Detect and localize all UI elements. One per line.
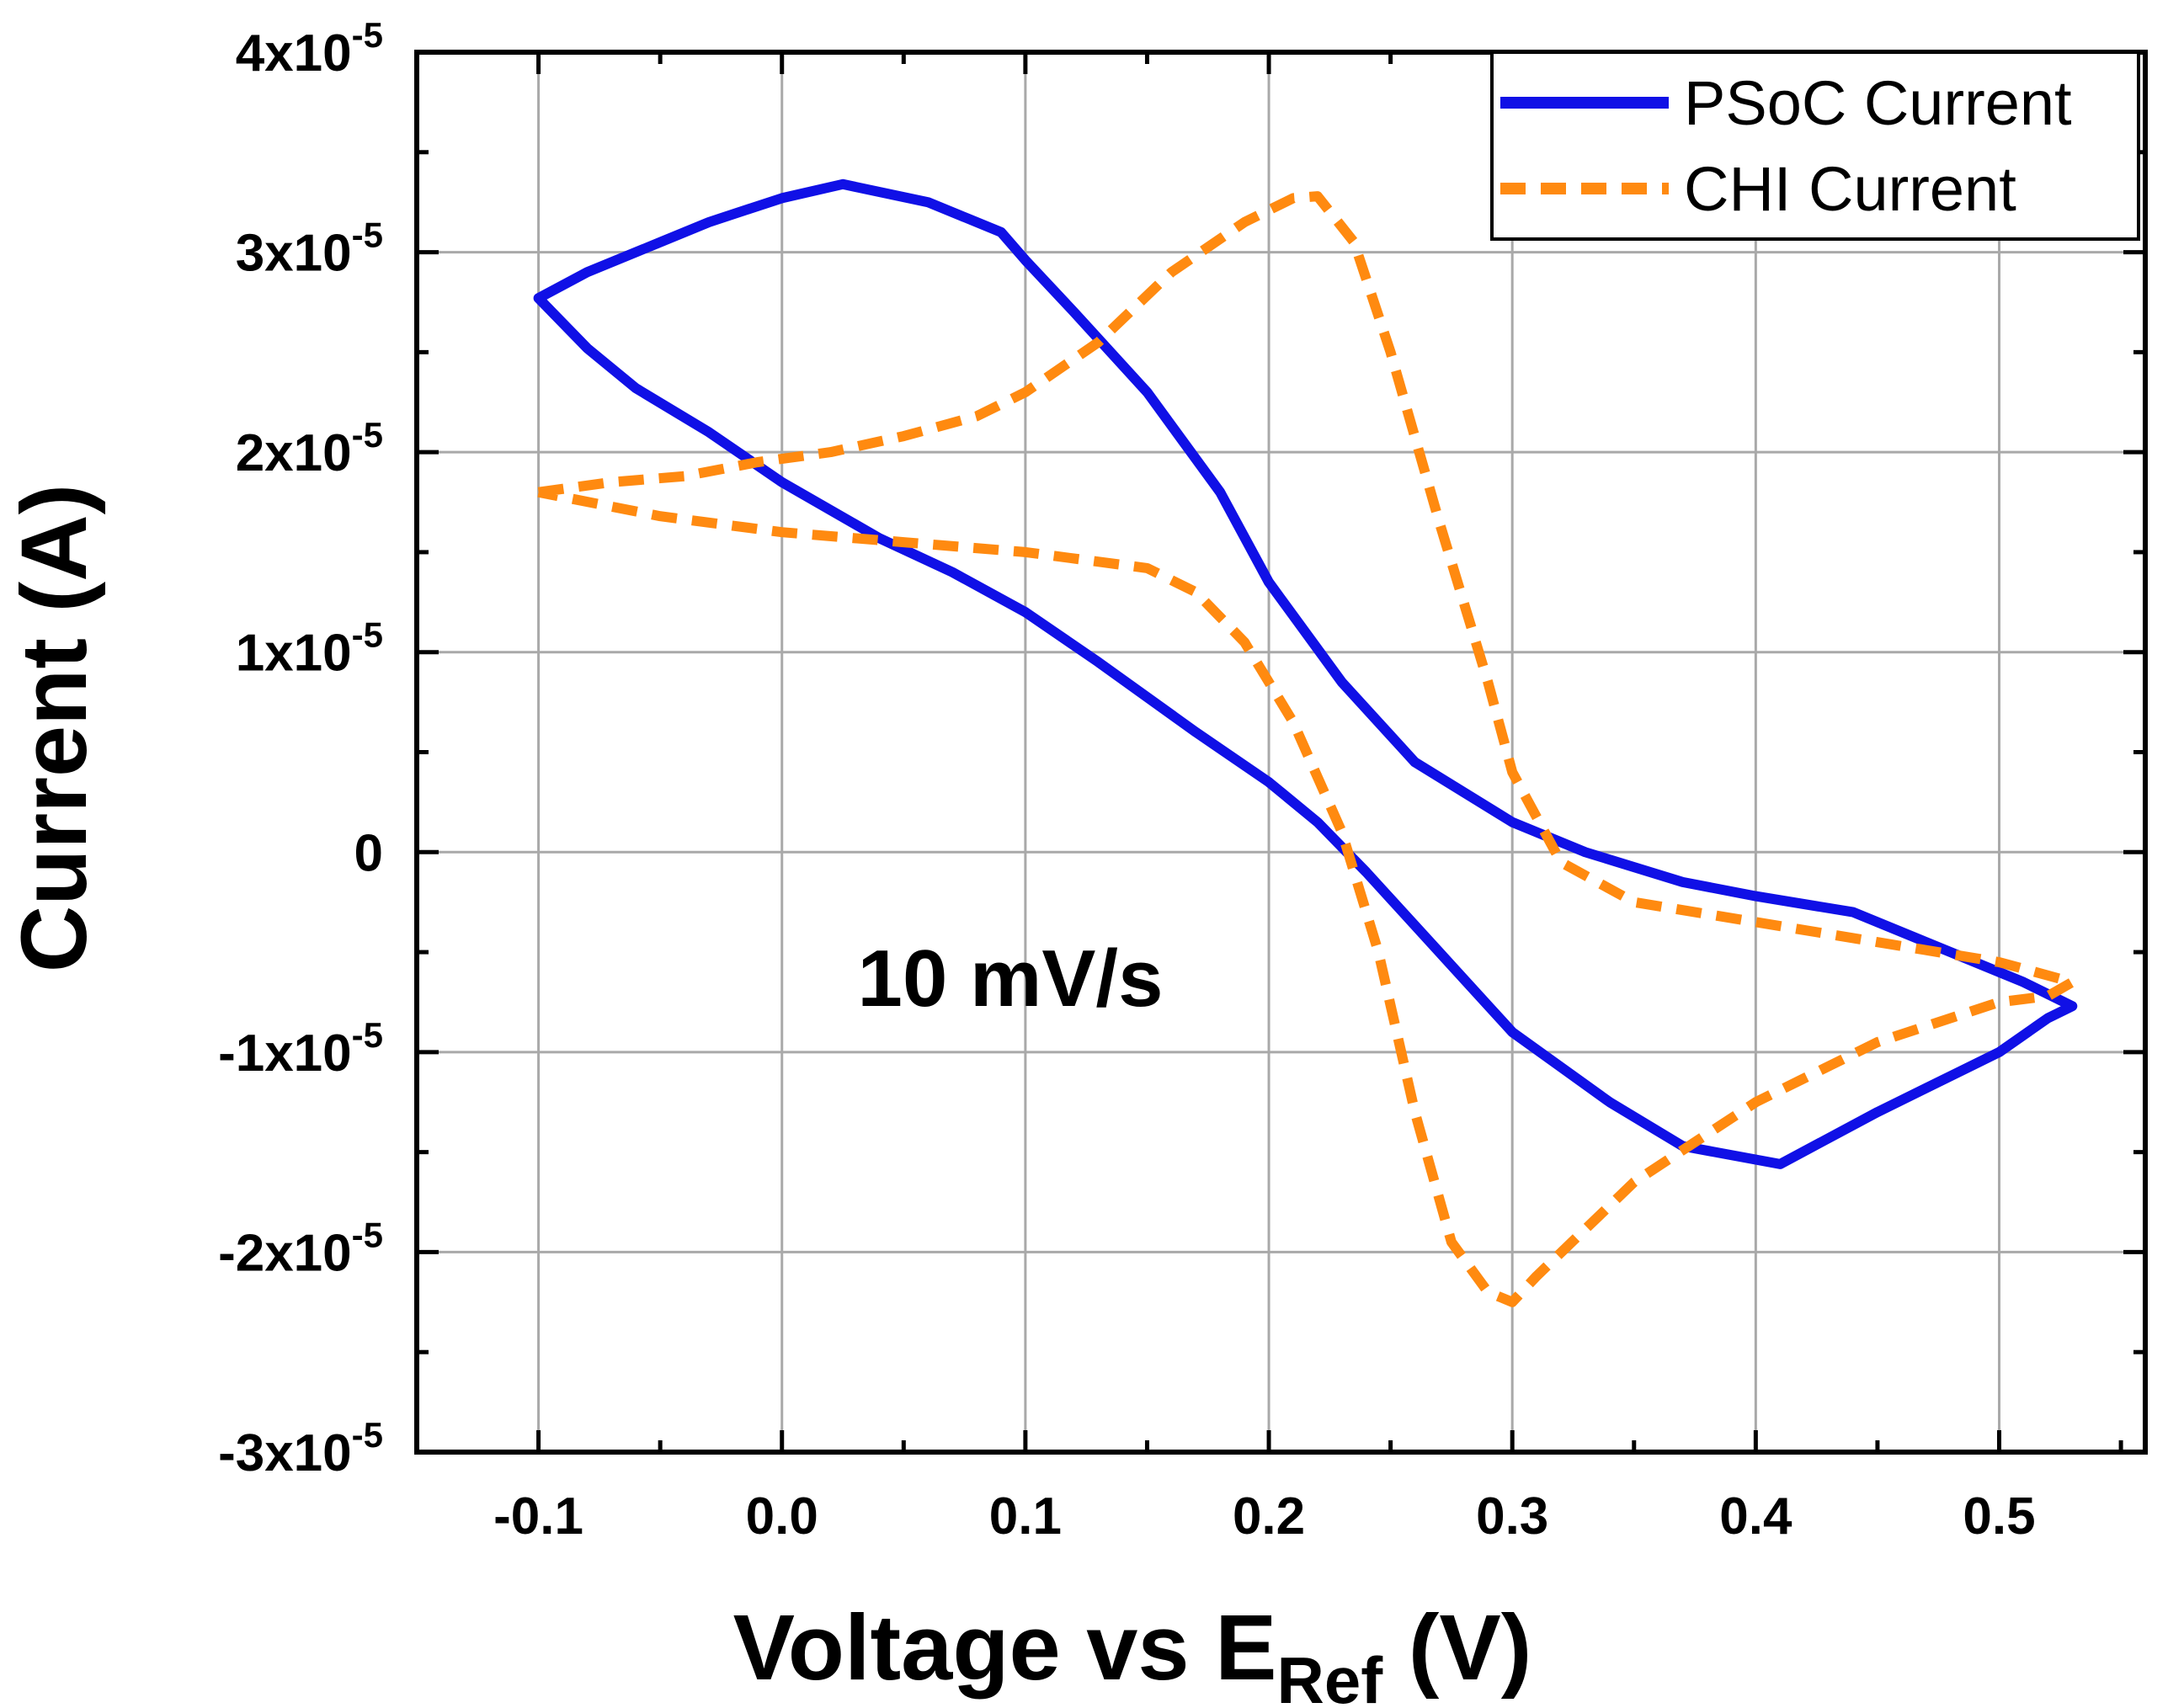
y-axis-title: Current (A)	[3, 484, 106, 973]
legend: PSoC Current CHI Current	[1490, 51, 2140, 241]
series-chi-current	[537, 191, 2078, 1307]
y-tick-label: 2x10-5	[236, 415, 383, 482]
y-tick-label: 3x10-5	[236, 215, 383, 283]
x-tick-label: 0.2	[1233, 1487, 1305, 1546]
y-tick-label: 0	[354, 824, 383, 882]
x-axis-title: Voltage vs ERef (V)	[733, 1596, 1532, 1704]
legend-label-chi: CHI Current	[1684, 154, 2016, 224]
x-tick-label: 0.5	[1963, 1487, 2035, 1546]
y-tick-label: 1x10-5	[236, 615, 383, 683]
x-tick-label: 0.3	[1476, 1487, 1548, 1546]
y-tick-label: 4x10-5	[236, 15, 383, 82]
y-tick-label: -3x10-5	[218, 1415, 383, 1482]
x-tick-label: -0.1	[493, 1487, 583, 1546]
series-psoc-current	[533, 178, 2078, 1169]
x-tick-label: 0.4	[1719, 1487, 1792, 1546]
scan-rate-annotation: 10 mV/s	[858, 934, 1164, 1024]
legend-label-psoc: PSoC Current	[1684, 68, 2072, 138]
x-tick-label: 0.1	[989, 1487, 1062, 1546]
y-tick-label: -2x10-5	[218, 1215, 383, 1282]
x-tick-label: 0.0	[746, 1487, 818, 1546]
y-tick-label: -1x10-5	[218, 1015, 383, 1083]
legend-box	[1490, 51, 2140, 241]
